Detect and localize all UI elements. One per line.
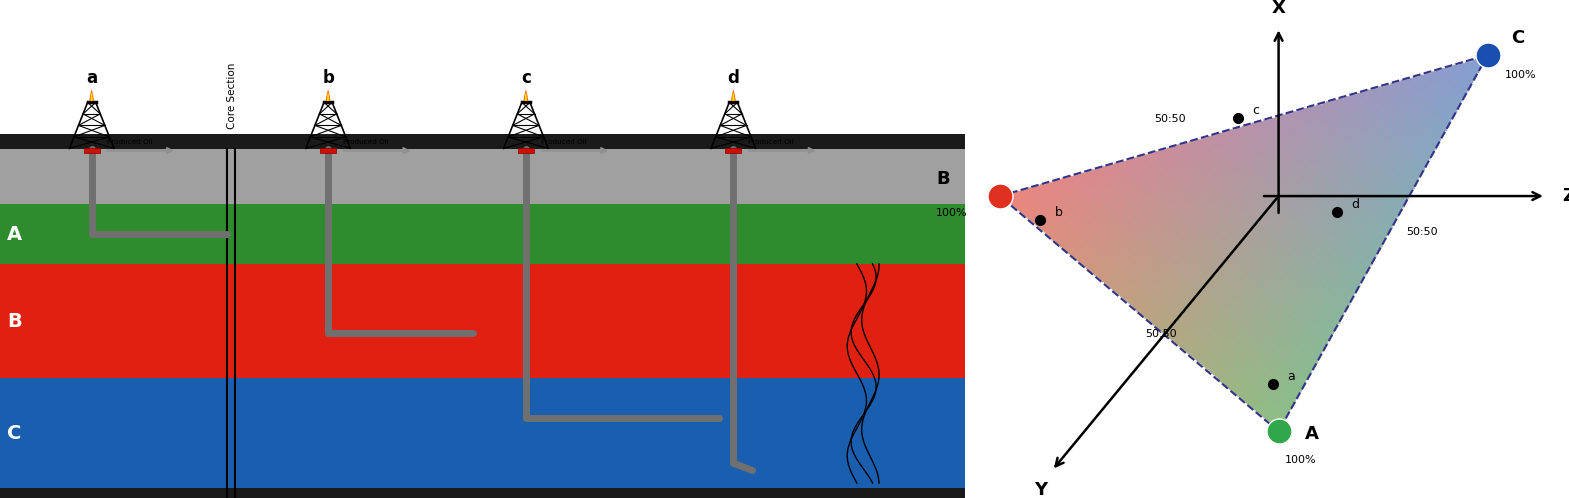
- Text: Produced Oil: Produced Oil: [748, 138, 794, 144]
- Text: 100%: 100%: [935, 208, 968, 218]
- Bar: [0, 488, 965, 498]
- Bar: [0, 378, 965, 488]
- Text: d: d: [1351, 198, 1359, 211]
- Polygon shape: [326, 93, 329, 101]
- Text: Core Section: Core Section: [226, 63, 237, 129]
- Text: Produced Oil: Produced Oil: [107, 138, 152, 144]
- Polygon shape: [733, 93, 734, 101]
- Text: 100%: 100%: [1285, 455, 1316, 465]
- Text: d: d: [728, 69, 739, 87]
- Bar: [0, 264, 965, 378]
- Polygon shape: [524, 90, 529, 101]
- Text: Z: Z: [1563, 187, 1569, 205]
- Text: B: B: [935, 170, 949, 188]
- Text: c: c: [521, 69, 530, 87]
- Text: c: c: [1252, 104, 1260, 117]
- Text: A: A: [1305, 425, 1318, 443]
- Bar: [0, 149, 965, 204]
- Text: C: C: [1511, 29, 1523, 47]
- Bar: [320, 147, 336, 153]
- Text: a: a: [1287, 371, 1294, 383]
- Text: Produced Oil: Produced Oil: [541, 138, 587, 144]
- Text: 50:50: 50:50: [1155, 114, 1186, 124]
- Polygon shape: [89, 90, 94, 101]
- Polygon shape: [524, 93, 527, 101]
- Bar: [0, 134, 965, 149]
- Bar: [83, 147, 100, 153]
- Text: b: b: [322, 69, 334, 87]
- Text: b: b: [1054, 206, 1062, 219]
- Text: X: X: [1271, 0, 1285, 17]
- Bar: [518, 147, 533, 153]
- Text: Produced Oil: Produced Oil: [344, 138, 389, 144]
- Text: A: A: [6, 225, 22, 244]
- Bar: [725, 147, 742, 153]
- Text: a: a: [86, 69, 97, 87]
- Text: 50:50: 50:50: [1145, 329, 1177, 339]
- Text: 50:50: 50:50: [1406, 227, 1439, 237]
- Polygon shape: [326, 90, 331, 101]
- Text: C: C: [6, 424, 20, 443]
- Bar: [0, 204, 965, 264]
- Text: Y: Y: [1034, 481, 1047, 498]
- Text: B: B: [6, 312, 22, 331]
- Text: 100%: 100%: [1505, 70, 1536, 80]
- Polygon shape: [91, 93, 93, 101]
- Polygon shape: [731, 90, 736, 101]
